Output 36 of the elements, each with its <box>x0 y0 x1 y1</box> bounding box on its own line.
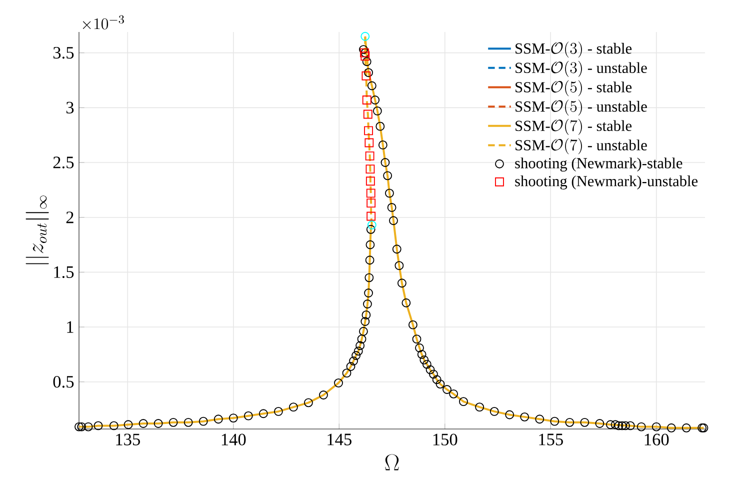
point <box>360 32 370 41</box>
legend-label: $\mbox{SSM-}\mathcal{O}(3)\mbox{ - unstable}$ <box>516 60 647 77</box>
legend-label: $\mbox{SSM-}\mathcal{O}(7)\mbox{ - unstable}$ <box>516 138 647 154</box>
x-axis-title: $\Omega$ <box>385 454 399 470</box>
point <box>362 96 372 104</box>
y-axis-title: $||z_{out}||_\infty$ <box>26 196 49 264</box>
point <box>362 71 371 80</box>
y-tick-label: 2.5 <box>53 156 74 168</box>
y-tick-label: 1.5 <box>54 266 74 278</box>
text: $\times 10^{-3}$ <box>82 15 124 30</box>
x-tick-label: 155 <box>539 434 563 446</box>
legend-label: $\mbox{SSM-}\mathcal{O}(3)\mbox{ - stable}$ <box>516 42 632 58</box>
point <box>365 151 374 160</box>
point <box>366 176 375 186</box>
point <box>366 188 376 198</box>
x-tick-label: 140 <box>222 434 246 446</box>
y-tick-label: 3.5 <box>53 46 74 59</box>
point <box>363 110 372 119</box>
point <box>366 164 375 174</box>
legend-label: $\mbox{SSM-}\mathcal{O}(5)\mbox{ - stable}$ <box>516 80 632 96</box>
y-tick-label: 1 <box>67 321 74 333</box>
point <box>364 126 373 136</box>
x-tick-label: 145 <box>328 434 352 446</box>
x-tick-label: 135 <box>116 434 140 446</box>
point <box>366 212 376 221</box>
legend-label: $\mbox{shooting (Newmark)-unstable}$ <box>515 176 698 190</box>
y-tick-label: 3 <box>66 102 74 114</box>
legend-label: $\mbox{shooting (Newmark)-stable}$ <box>515 158 682 172</box>
legend-label: $\mbox{SSM-}\mathcal{O}(7)\mbox{ - stable}$ <box>516 118 632 135</box>
y-tick-label: 0.5 <box>53 376 74 388</box>
point <box>364 138 374 148</box>
x-tick-label: 150 <box>433 434 458 446</box>
legend-label: $\mbox{SSM-}\mathcal{O}(5)\mbox{ - unstable}$ <box>516 100 647 116</box>
y-tick-label: 2 <box>66 212 74 224</box>
point <box>366 198 376 208</box>
x-tick-label: 160 <box>644 434 669 446</box>
